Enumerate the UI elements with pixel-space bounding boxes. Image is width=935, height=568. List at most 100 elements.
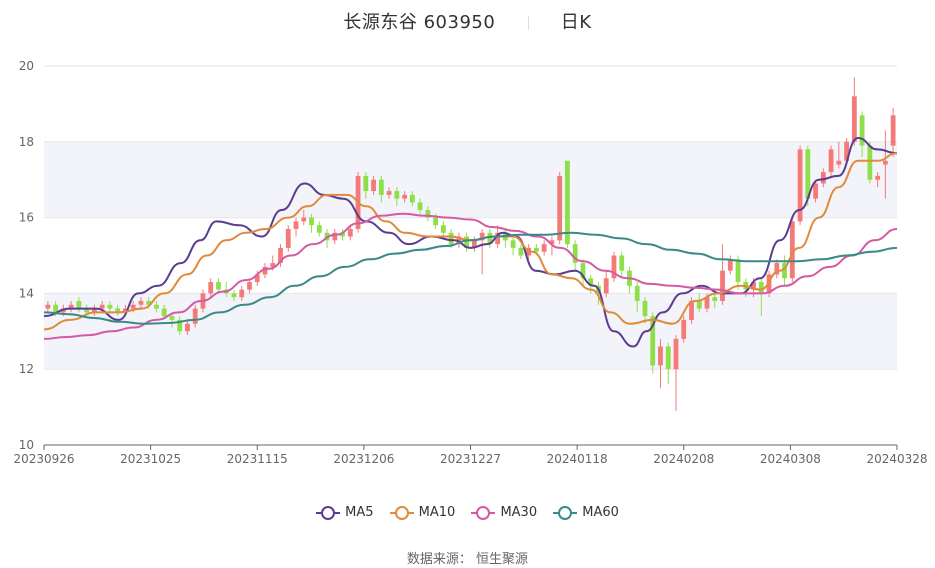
x-tick-label: 20231227 bbox=[440, 452, 501, 466]
candle-body bbox=[557, 175, 563, 241]
candle-body bbox=[378, 179, 384, 195]
ma-line-ma60 bbox=[43, 231, 898, 325]
candle-body bbox=[534, 247, 539, 252]
candle bbox=[580, 259, 586, 286]
candle bbox=[619, 251, 625, 279]
candle bbox=[231, 289, 237, 301]
candle-body bbox=[789, 221, 795, 279]
candle bbox=[216, 278, 221, 294]
x-tick-label: 20230926 bbox=[13, 452, 74, 466]
candle-body bbox=[611, 255, 617, 279]
candle bbox=[316, 221, 322, 237]
candle-body bbox=[844, 141, 849, 161]
candle bbox=[836, 141, 842, 169]
chart-title: 长源东谷 603950 日K bbox=[0, 8, 935, 34]
candle bbox=[332, 228, 338, 245]
candle bbox=[76, 297, 82, 313]
candle bbox=[518, 244, 524, 260]
candle bbox=[471, 236, 477, 252]
candle bbox=[627, 266, 632, 294]
legend-swatch-icon bbox=[553, 505, 578, 520]
candle-body bbox=[882, 160, 888, 165]
candle-body bbox=[464, 236, 470, 248]
candle bbox=[340, 228, 345, 241]
candle bbox=[867, 141, 873, 184]
candle-body bbox=[735, 259, 741, 283]
candle-body bbox=[192, 308, 198, 324]
candle bbox=[603, 270, 609, 298]
candle-body bbox=[774, 263, 780, 275]
candle bbox=[363, 172, 369, 199]
candle-body bbox=[394, 191, 400, 199]
candle-body bbox=[169, 316, 175, 320]
legend: MA5 MA10 MA30 MA60 bbox=[0, 505, 935, 523]
candle bbox=[510, 236, 516, 256]
x-tick-label: 20231025 bbox=[120, 452, 181, 466]
candle bbox=[828, 145, 834, 176]
candle bbox=[169, 312, 175, 328]
x-tick-label: 20231206 bbox=[333, 452, 394, 466]
candle-body bbox=[619, 255, 625, 271]
candles bbox=[45, 77, 896, 411]
candle-body bbox=[572, 244, 578, 264]
candle-body bbox=[371, 179, 376, 192]
candle bbox=[464, 232, 470, 252]
candle bbox=[177, 316, 183, 336]
candle bbox=[549, 236, 555, 256]
candle-body bbox=[216, 282, 221, 290]
candle-body bbox=[456, 236, 462, 245]
grid-band bbox=[44, 141, 897, 218]
legend-item-ma10[interactable]: MA10 bbox=[389, 505, 455, 520]
candle-body bbox=[433, 217, 439, 226]
candle bbox=[192, 304, 198, 328]
candle bbox=[479, 228, 485, 275]
candle bbox=[309, 213, 314, 233]
candle bbox=[650, 312, 656, 373]
candle-body bbox=[665, 346, 671, 370]
legend-label: MA5 bbox=[345, 505, 374, 520]
candle-body bbox=[518, 247, 524, 256]
candle bbox=[115, 304, 121, 317]
y-tick-label: 20 bbox=[19, 59, 34, 73]
candle bbox=[875, 172, 881, 188]
candle-body bbox=[495, 232, 501, 245]
candle-body bbox=[727, 259, 733, 271]
candle bbox=[890, 107, 896, 157]
candle-body bbox=[107, 304, 113, 309]
candle-body bbox=[890, 115, 896, 146]
candle bbox=[409, 191, 415, 207]
candle-body bbox=[138, 300, 144, 305]
candle-body bbox=[758, 282, 764, 294]
candle-body bbox=[270, 263, 276, 267]
candle-body bbox=[549, 240, 555, 245]
legend-item-ma5[interactable]: MA5 bbox=[316, 505, 374, 520]
legend-dot bbox=[558, 505, 573, 520]
legend-item-ma60[interactable]: MA60 bbox=[553, 505, 619, 520]
candle-body bbox=[340, 232, 345, 237]
candle bbox=[247, 278, 252, 294]
legend-label: MA30 bbox=[500, 505, 538, 520]
legend-item-ma30[interactable]: MA30 bbox=[471, 505, 537, 520]
candle bbox=[402, 191, 407, 203]
candle-body bbox=[316, 225, 322, 233]
candle-body bbox=[68, 304, 74, 309]
legend-swatch-icon bbox=[389, 505, 414, 520]
candle-body bbox=[704, 297, 710, 309]
legend-dot bbox=[476, 505, 491, 520]
candle-body bbox=[828, 149, 834, 173]
candle bbox=[208, 278, 214, 298]
candle bbox=[386, 187, 392, 199]
stock-name: 长源东谷 bbox=[343, 12, 418, 33]
candle bbox=[293, 217, 299, 237]
candle-body bbox=[76, 300, 82, 309]
candle bbox=[239, 285, 245, 301]
candle bbox=[301, 210, 307, 226]
candle bbox=[820, 168, 826, 188]
candle-body bbox=[84, 308, 90, 313]
legend-dot bbox=[321, 505, 336, 520]
candle-body bbox=[99, 304, 105, 309]
candle bbox=[859, 111, 865, 157]
candle-body bbox=[805, 149, 811, 199]
candle-body bbox=[409, 194, 415, 203]
candle bbox=[882, 130, 888, 199]
